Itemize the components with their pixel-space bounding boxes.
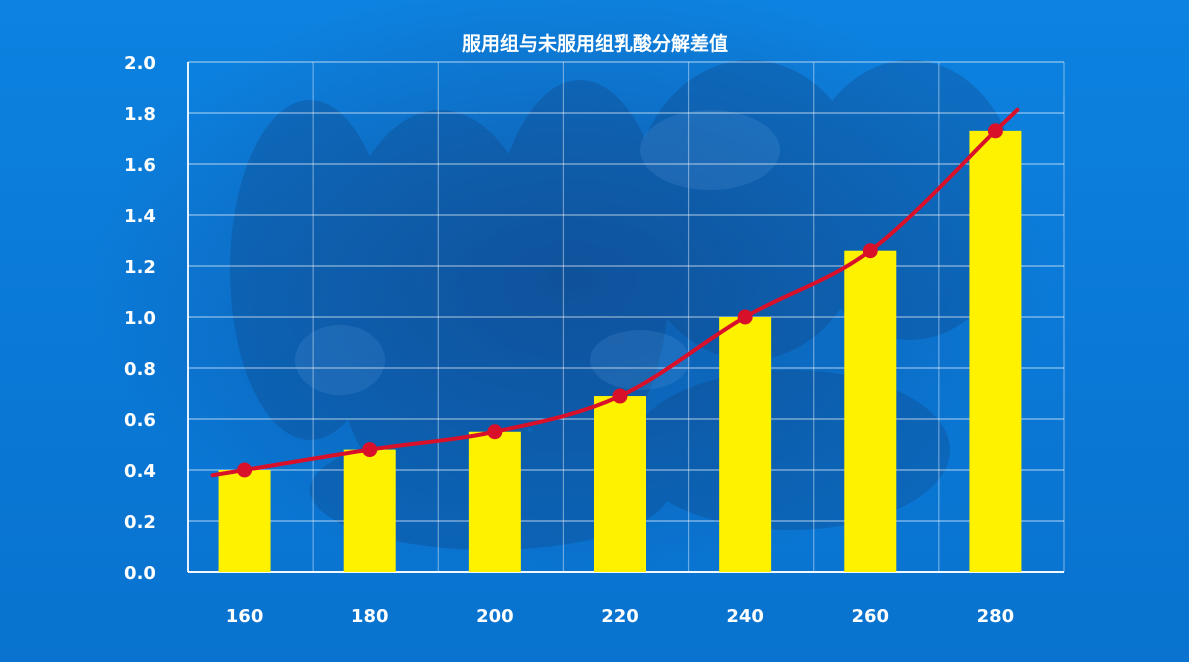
- point-260: [862, 243, 878, 259]
- line-points: [237, 123, 1003, 478]
- chart-title: 服用组与未服用组乳酸分解差值: [462, 32, 728, 55]
- bar-280: [969, 130, 1022, 572]
- y-tick-label: 0.4: [124, 461, 156, 482]
- y-tick-label: 0.0: [124, 563, 156, 584]
- y-tick-label: 1.2: [124, 257, 156, 278]
- x-tick-label: 260: [851, 606, 889, 627]
- x-tick-label: 160: [226, 606, 264, 627]
- point-160: [237, 462, 253, 478]
- x-tick-label: 200: [476, 606, 514, 627]
- y-tick-label: 1.0: [124, 308, 156, 329]
- y-tick-label: 1.8: [124, 104, 156, 125]
- y-tick-label: 0.2: [124, 512, 156, 533]
- bar-200: [468, 431, 521, 572]
- y-tick-label: 1.4: [124, 206, 156, 227]
- y-tick-label: 0.8: [124, 359, 156, 380]
- y-tick-label: 0.6: [124, 410, 156, 431]
- point-180: [362, 442, 378, 458]
- bar-series: [218, 130, 1022, 572]
- bar-240: [719, 317, 772, 572]
- point-240: [737, 309, 753, 325]
- y-tick-label: 2.0: [124, 53, 156, 74]
- y-tick-label: 1.6: [124, 155, 156, 176]
- bar-260: [844, 250, 897, 572]
- bar-160: [218, 470, 271, 572]
- x-tick-label: 280: [977, 606, 1015, 627]
- point-280: [987, 123, 1003, 139]
- point-220: [612, 388, 628, 404]
- x-tick-label: 240: [726, 606, 764, 627]
- x-tick-label: 180: [351, 606, 389, 627]
- y-axis-labels: 0.0 0.2 0.4 0.6 0.8 1.0 1.2 1.4 1.6 1.8 2.0: [124, 53, 156, 584]
- x-tick-label: 220: [601, 606, 639, 627]
- x-axis-labels: 160 180 200 220 240 260 280: [226, 606, 1014, 627]
- bar-220: [594, 396, 646, 572]
- point-200: [487, 424, 503, 440]
- bar-180: [343, 449, 396, 572]
